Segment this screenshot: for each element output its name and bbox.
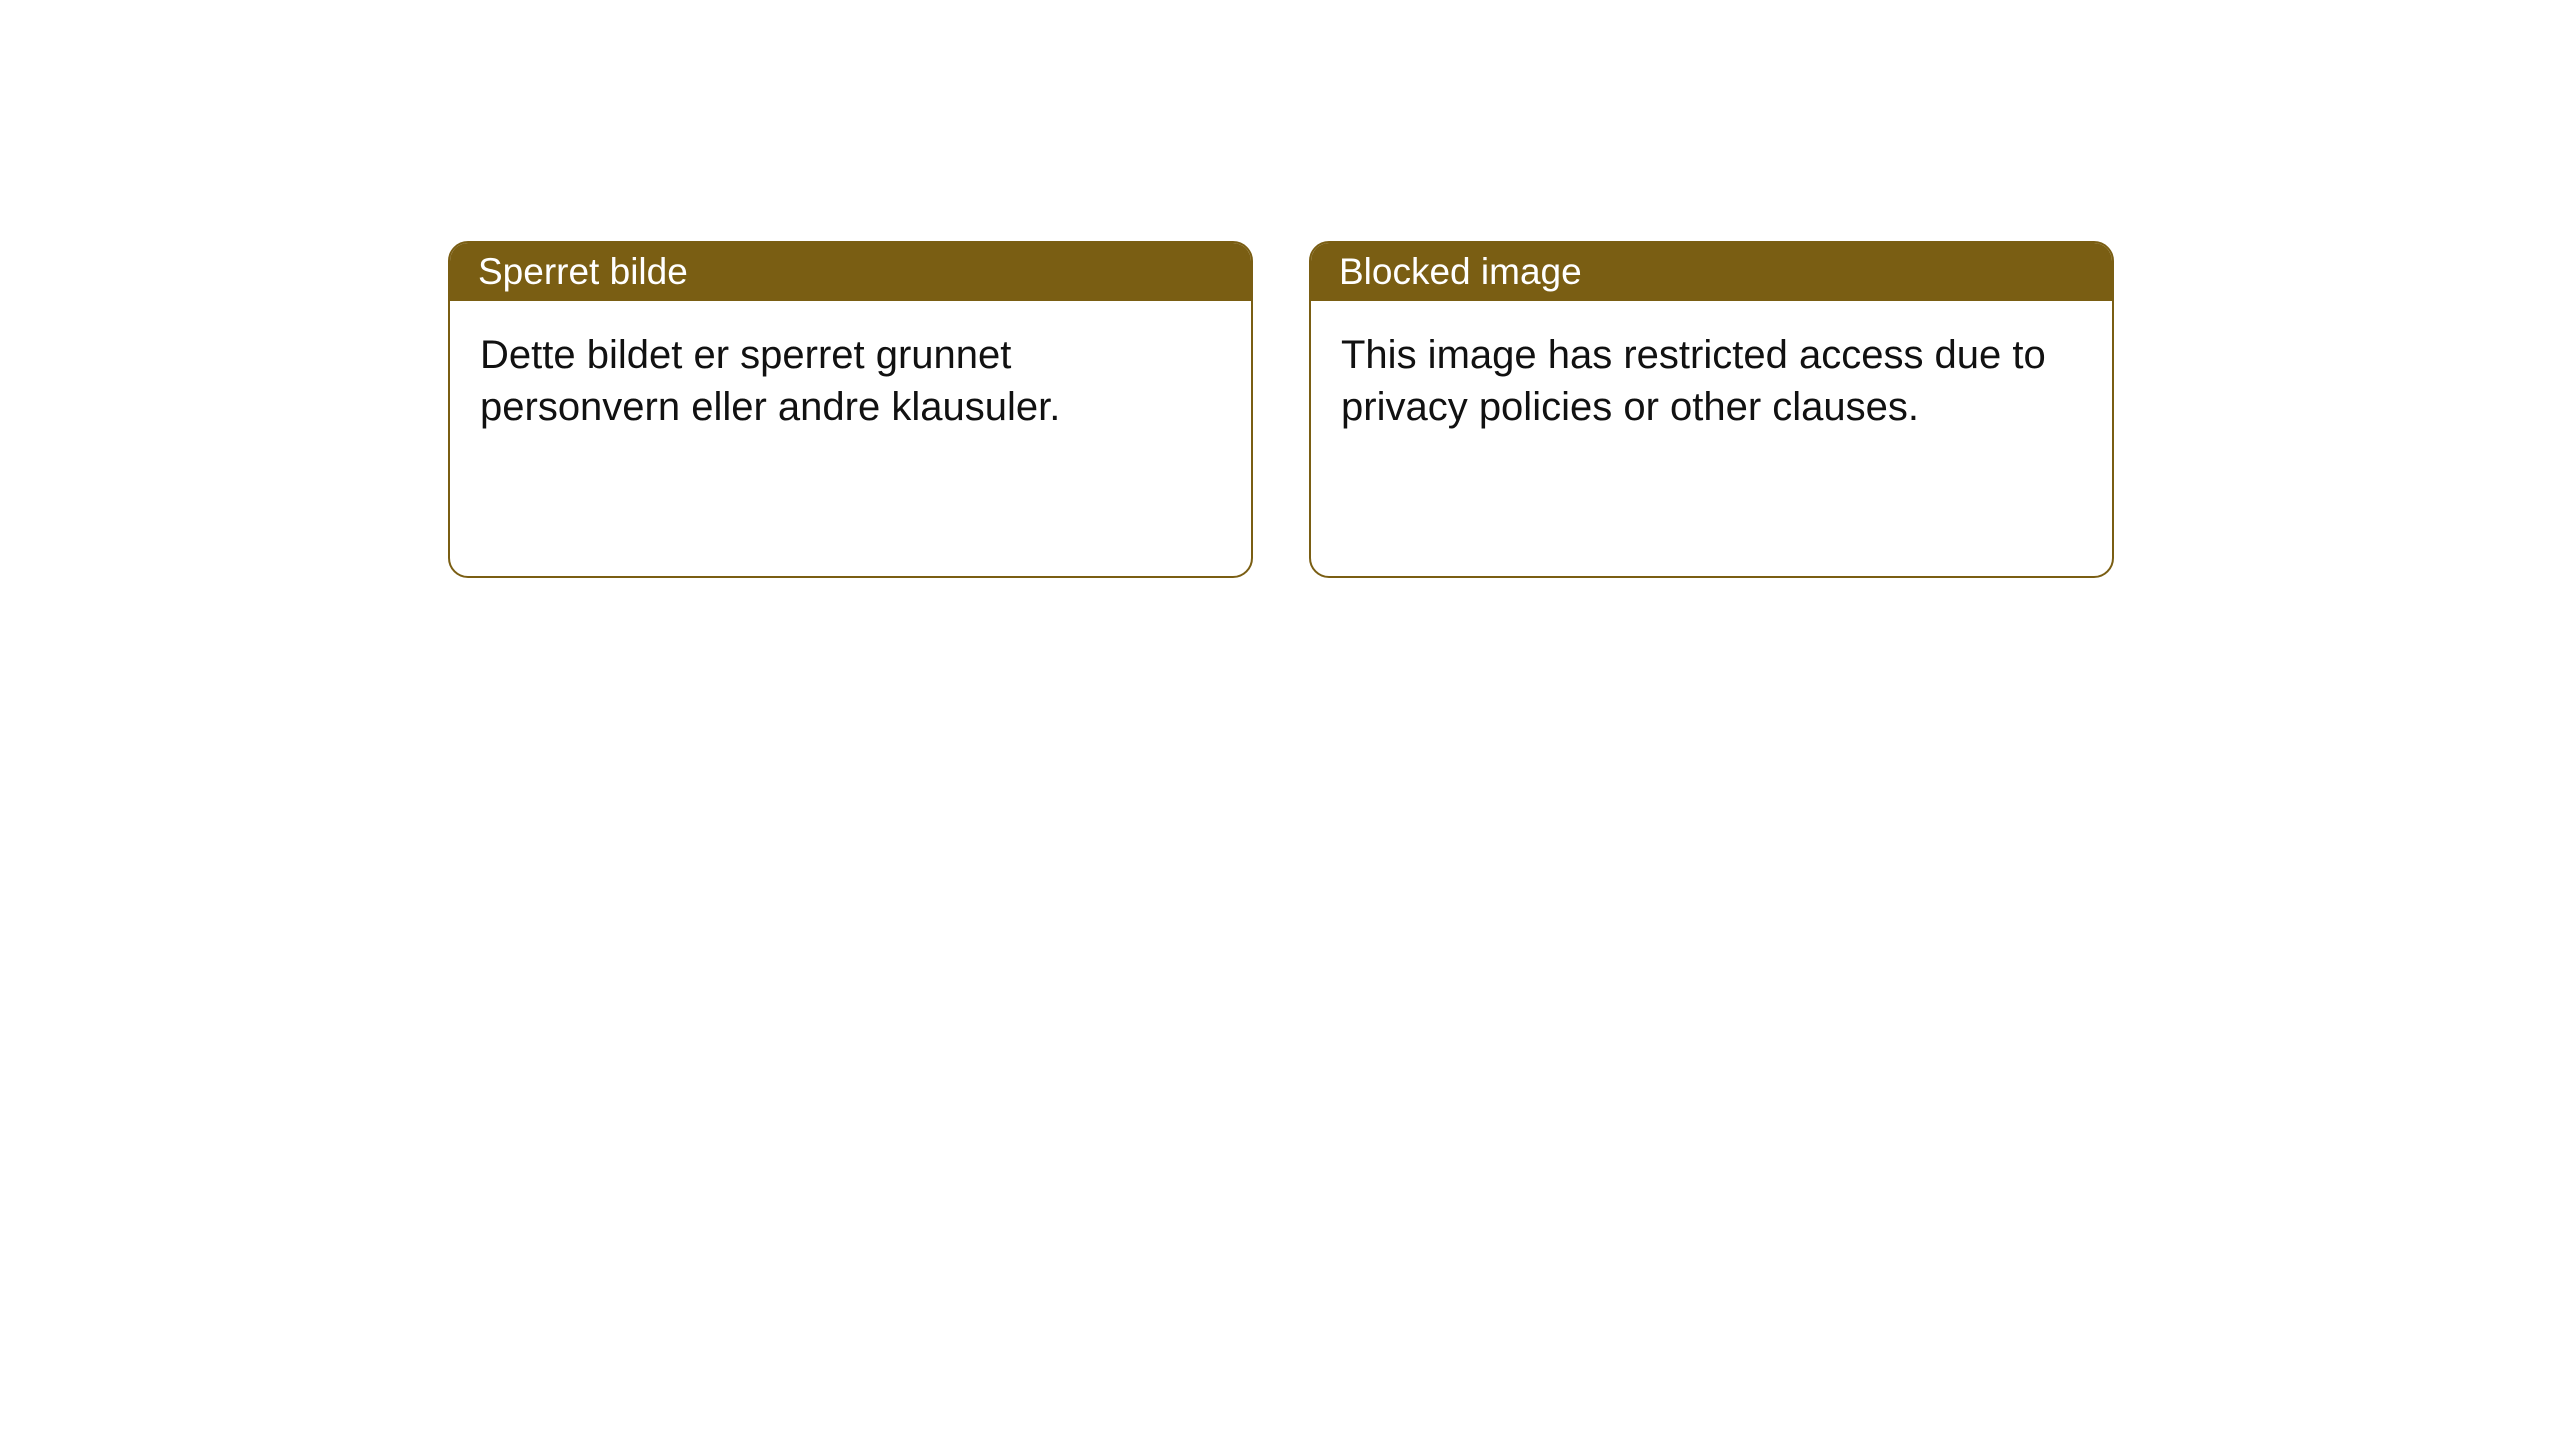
card-header-english: Blocked image <box>1311 243 2112 301</box>
card-body-norwegian: Dette bildet er sperret grunnet personve… <box>450 301 1251 461</box>
card-title-norwegian: Sperret bilde <box>478 251 688 293</box>
notice-container: Sperret bilde Dette bildet er sperret gr… <box>0 0 2560 578</box>
card-body-english: This image has restricted access due to … <box>1311 301 2112 461</box>
card-message-norwegian: Dette bildet er sperret grunnet personve… <box>480 333 1060 429</box>
blocked-image-card-norwegian: Sperret bilde Dette bildet er sperret gr… <box>448 241 1253 578</box>
card-title-english: Blocked image <box>1339 251 1582 293</box>
blocked-image-card-english: Blocked image This image has restricted … <box>1309 241 2114 578</box>
card-message-english: This image has restricted access due to … <box>1341 333 2046 429</box>
card-header-norwegian: Sperret bilde <box>450 243 1251 301</box>
